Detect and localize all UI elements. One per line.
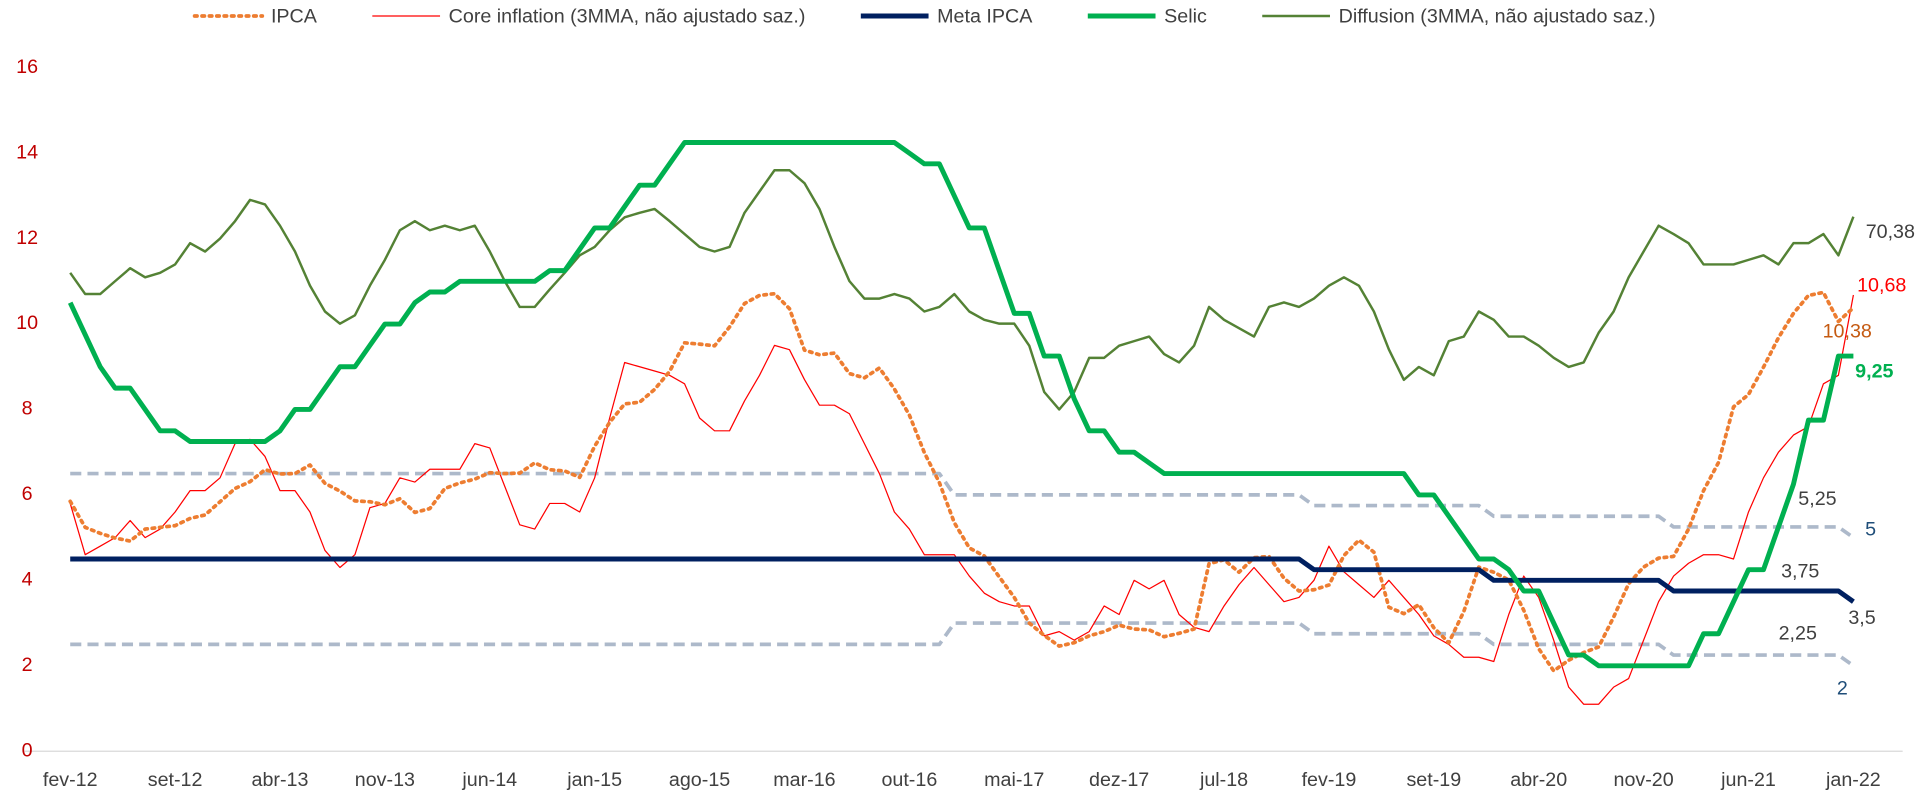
legend-label: Core inflation (3MMA, não ajustado saz.) [449,5,806,27]
data-label: 5,25 [1798,488,1836,510]
x-tick-label: mai-17 [984,769,1044,791]
x-tick-label: nov-20 [1614,769,1674,791]
x-tick-label: abr-13 [252,769,309,791]
data-label: 5 [1865,518,1876,540]
data-label: 3,5 [1848,607,1875,629]
x-tick-label: jul-18 [1199,769,1248,791]
series-line [70,471,1855,540]
x-tick-label: set-19 [1406,769,1461,791]
x-tick-label: abr-20 [1510,769,1567,791]
x-tick-label: ago-15 [669,769,730,791]
x-tick-label: out-16 [881,769,937,791]
series-line [68,290,1856,673]
y-tick-label: 14 [16,141,38,163]
x-tick-label: fev-12 [43,769,98,791]
x-tick-label: fev-19 [1302,769,1357,791]
y-tick-label: 10 [16,312,38,334]
legend-label: Diffusion (3MMA, não ajustado saz.) [1339,5,1656,27]
data-label: 3,75 [1781,561,1819,583]
y-tick-label: 6 [22,483,33,505]
data-label: 9,25 [1855,360,1893,382]
x-tick-label: jun-14 [461,769,517,791]
data-label: 10,38 [1823,321,1872,343]
series-line [70,556,1855,604]
x-tick-label: nov-13 [355,769,415,791]
y-tick-label: 4 [22,569,33,591]
y-tick-label: 12 [16,227,38,249]
y-tick-label: 0 [22,739,33,761]
legend-label: IPCA [271,5,318,27]
legend-label: Selic [1164,5,1207,27]
x-tick-label: jun-21 [1720,769,1776,791]
x-tick-label: jan-15 [566,769,622,791]
y-tick-label: 16 [16,56,38,78]
y-tick-label: 2 [22,654,33,676]
legend-label: Meta IPCA [937,5,1033,27]
series-line [69,169,1855,411]
data-label: 10,68 [1857,275,1906,297]
series-line [70,621,1855,668]
x-tick-label: dez-17 [1089,769,1149,791]
x-tick-label: mar-16 [773,769,835,791]
y-tick-label: 8 [22,398,33,420]
x-tick-label: jan-22 [1825,769,1881,791]
data-label: 70,38 [1866,221,1915,243]
series-line [69,294,1855,705]
x-tick-label: set-12 [148,769,203,791]
data-label: 2,25 [1779,622,1817,644]
data-label: 2 [1837,677,1848,699]
series-line [67,140,1854,669]
